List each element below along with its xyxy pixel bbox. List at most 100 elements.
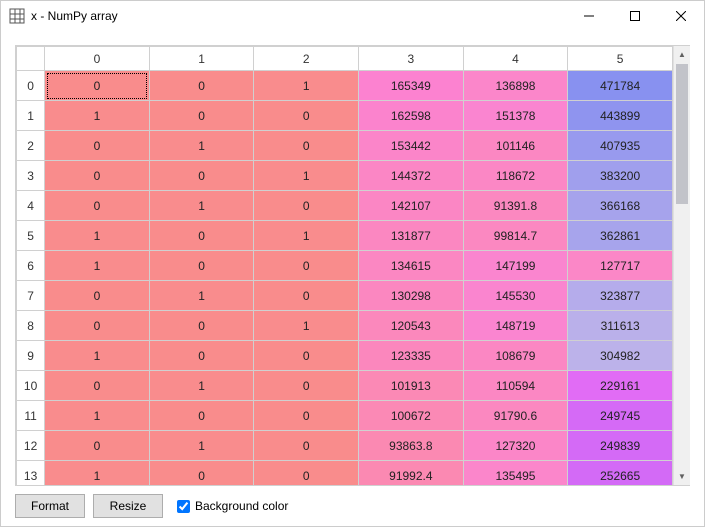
cell[interactable]: 0 xyxy=(45,71,150,101)
cell[interactable]: 0 xyxy=(254,281,359,311)
cell[interactable]: 147199 xyxy=(463,251,568,281)
cell[interactable]: 1 xyxy=(45,461,150,486)
cell[interactable]: 443899 xyxy=(568,101,673,131)
cell[interactable]: 1 xyxy=(254,221,359,251)
cell[interactable]: 1 xyxy=(254,161,359,191)
cell[interactable]: 0 xyxy=(149,101,254,131)
cell[interactable]: 118672 xyxy=(463,161,568,191)
cell[interactable]: 144372 xyxy=(359,161,464,191)
cell[interactable]: 145530 xyxy=(463,281,568,311)
scroll-up-arrow[interactable]: ▲ xyxy=(674,46,690,63)
cell[interactable]: 0 xyxy=(254,251,359,281)
cell[interactable]: 0 xyxy=(45,131,150,161)
row-header[interactable]: 1 xyxy=(17,101,45,131)
scroll-down-arrow[interactable]: ▼ xyxy=(674,468,690,485)
row-header[interactable]: 4 xyxy=(17,191,45,221)
cell[interactable]: 1 xyxy=(45,401,150,431)
cell[interactable]: 1 xyxy=(254,71,359,101)
cell[interactable]: 0 xyxy=(254,371,359,401)
cell[interactable]: 0 xyxy=(149,311,254,341)
maximize-button[interactable] xyxy=(612,1,658,31)
cell[interactable]: 151378 xyxy=(463,101,568,131)
cell[interactable]: 0 xyxy=(45,281,150,311)
column-header[interactable]: 4 xyxy=(463,47,568,71)
cell[interactable]: 101913 xyxy=(359,371,464,401)
cell[interactable]: 229161 xyxy=(568,371,673,401)
row-header[interactable]: 9 xyxy=(17,341,45,371)
row-header[interactable]: 8 xyxy=(17,311,45,341)
cell[interactable]: 0 xyxy=(254,191,359,221)
cell[interactable]: 1 xyxy=(45,251,150,281)
cell[interactable]: 91992.4 xyxy=(359,461,464,486)
cell[interactable]: 0 xyxy=(254,431,359,461)
cell[interactable]: 471784 xyxy=(568,71,673,101)
cell[interactable]: 100672 xyxy=(359,401,464,431)
cell[interactable]: 136898 xyxy=(463,71,568,101)
scrollbar-thumb[interactable] xyxy=(676,64,688,204)
cell[interactable]: 99814.7 xyxy=(463,221,568,251)
row-header[interactable]: 11 xyxy=(17,401,45,431)
cell[interactable]: 366168 xyxy=(568,191,673,221)
cell[interactable]: 1 xyxy=(149,191,254,221)
column-header[interactable]: 3 xyxy=(359,47,464,71)
cell[interactable]: 110594 xyxy=(463,371,568,401)
cell[interactable]: 101146 xyxy=(463,131,568,161)
column-header[interactable]: 1 xyxy=(149,47,254,71)
cell[interactable]: 0 xyxy=(149,221,254,251)
row-header[interactable]: 10 xyxy=(17,371,45,401)
cell[interactable]: 93863.8 xyxy=(359,431,464,461)
cell[interactable]: 0 xyxy=(45,311,150,341)
row-header[interactable]: 7 xyxy=(17,281,45,311)
row-header[interactable]: 3 xyxy=(17,161,45,191)
row-header[interactable]: 0 xyxy=(17,71,45,101)
cell[interactable]: 0 xyxy=(149,461,254,486)
cell[interactable]: 304982 xyxy=(568,341,673,371)
cell[interactable]: 252665 xyxy=(568,461,673,486)
cell[interactable]: 0 xyxy=(149,341,254,371)
cell[interactable]: 131877 xyxy=(359,221,464,251)
row-header[interactable]: 13 xyxy=(17,461,45,486)
column-header[interactable]: 2 xyxy=(254,47,359,71)
cell[interactable]: 311613 xyxy=(568,311,673,341)
cell[interactable]: 0 xyxy=(149,161,254,191)
bg-color-toggle[interactable]: Background color xyxy=(177,499,288,513)
cell[interactable]: 249745 xyxy=(568,401,673,431)
cell[interactable]: 0 xyxy=(149,251,254,281)
row-header[interactable]: 6 xyxy=(17,251,45,281)
cell[interactable]: 0 xyxy=(45,161,150,191)
cell[interactable]: 383200 xyxy=(568,161,673,191)
column-header[interactable]: 0 xyxy=(45,47,150,71)
cell[interactable]: 1 xyxy=(45,221,150,251)
row-header[interactable]: 5 xyxy=(17,221,45,251)
cell[interactable]: 91391.8 xyxy=(463,191,568,221)
cell[interactable]: 127320 xyxy=(463,431,568,461)
cell[interactable]: 127717 xyxy=(568,251,673,281)
cell[interactable]: 148719 xyxy=(463,311,568,341)
cell[interactable]: 323877 xyxy=(568,281,673,311)
cell[interactable]: 108679 xyxy=(463,341,568,371)
cell[interactable]: 0 xyxy=(45,431,150,461)
cell[interactable]: 135495 xyxy=(463,461,568,486)
cell[interactable]: 142107 xyxy=(359,191,464,221)
row-header[interactable]: 2 xyxy=(17,131,45,161)
cell[interactable]: 1 xyxy=(149,431,254,461)
cell[interactable]: 130298 xyxy=(359,281,464,311)
cell[interactable]: 0 xyxy=(149,401,254,431)
array-grid[interactable]: 012345 000116534913689847178411001625981… xyxy=(16,46,673,485)
minimize-button[interactable] xyxy=(566,1,612,31)
cell[interactable]: 407935 xyxy=(568,131,673,161)
column-header[interactable]: 5 xyxy=(568,47,673,71)
cell[interactable]: 1 xyxy=(149,131,254,161)
vertical-scrollbar[interactable]: ▲ ▼ xyxy=(673,46,690,485)
cell[interactable]: 165349 xyxy=(359,71,464,101)
cell[interactable]: 0 xyxy=(45,371,150,401)
cell[interactable]: 1 xyxy=(149,281,254,311)
cell[interactable]: 0 xyxy=(45,191,150,221)
cell[interactable]: 153442 xyxy=(359,131,464,161)
close-button[interactable] xyxy=(658,1,704,31)
cell[interactable]: 1 xyxy=(45,341,150,371)
row-header[interactable]: 12 xyxy=(17,431,45,461)
cell[interactable]: 0 xyxy=(254,461,359,486)
cell[interactable]: 1 xyxy=(149,371,254,401)
cell[interactable]: 1 xyxy=(254,311,359,341)
